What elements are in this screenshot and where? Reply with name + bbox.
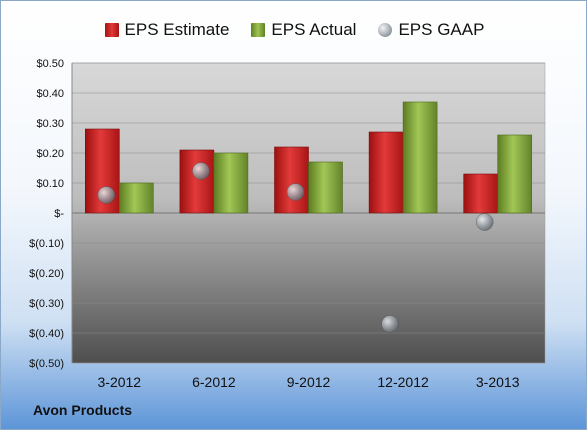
eps-estimate-bar	[274, 146, 309, 214]
y-tick-label: $0.10	[36, 178, 64, 190]
eps-estimate-bar	[179, 149, 215, 214]
y-tick-label: $0.50	[36, 58, 64, 70]
y-tick-label: $(0.50)	[29, 358, 64, 370]
eps-actual-bar	[402, 101, 438, 214]
eps-actual-bar	[119, 182, 154, 214]
eps-gaap-point	[97, 186, 116, 204]
y-tick-label: $(0.10)	[29, 238, 64, 250]
gaap-points	[97, 162, 494, 333]
legend-label-eps-gaap: EPS GAAP	[398, 20, 485, 39]
y-tick-label: $-	[54, 208, 64, 220]
bars	[85, 101, 533, 214]
x-tick-label: 3-2013	[476, 374, 520, 390]
eps-estimate-bar	[463, 173, 499, 214]
legend-swatch-eps-actual	[251, 23, 266, 37]
y-tick-label: $0.40	[36, 88, 64, 100]
company-name: Avon Products	[33, 402, 133, 418]
y-axis: $0.50 $0.40 $0.30 $0.20 $0.10 $- $(0.10) $(0.20…	[29, 58, 73, 370]
legend-item-eps-actual: EPS Actual	[251, 20, 356, 40]
eps-estimate-bar	[368, 131, 404, 214]
legend: EPS Estimate EPS Actual EPS GAAP	[1, 15, 586, 45]
y-tick-label: $(0.20)	[29, 268, 64, 280]
eps-actual-bar	[213, 152, 249, 214]
x-tick-label: 12-2012	[377, 374, 429, 390]
x-tick-label: 9-2012	[287, 374, 331, 390]
legend-label-eps-estimate: EPS Estimate	[124, 20, 230, 39]
x-axis: 3-2012 6-2012 9-2012 12-2012 3-2013	[98, 374, 520, 390]
x-tick-label: 6-2012	[192, 374, 236, 390]
x-tick-label: 3-2012	[98, 374, 142, 390]
eps-actual-bar	[308, 161, 343, 214]
y-tick-label: $(0.30)	[29, 298, 64, 310]
y-tick-label: $(0.40)	[29, 328, 64, 340]
eps-actual-bar	[497, 134, 533, 214]
y-tick-label: $0.20	[36, 148, 64, 160]
eps-gaap-point	[286, 183, 305, 201]
legend-swatch-eps-estimate	[104, 23, 119, 37]
legend-item-eps-estimate: EPS Estimate	[104, 20, 230, 40]
legend-item-eps-gaap: EPS GAAP	[378, 20, 484, 40]
eps-gaap-point	[381, 315, 399, 333]
eps-gaap-point	[475, 213, 494, 231]
y-tick-label: $0.30	[36, 118, 64, 130]
legend-swatch-eps-gaap	[378, 23, 393, 37]
eps-gaap-point	[192, 162, 210, 180]
legend-label-eps-actual: EPS Actual	[271, 20, 357, 39]
